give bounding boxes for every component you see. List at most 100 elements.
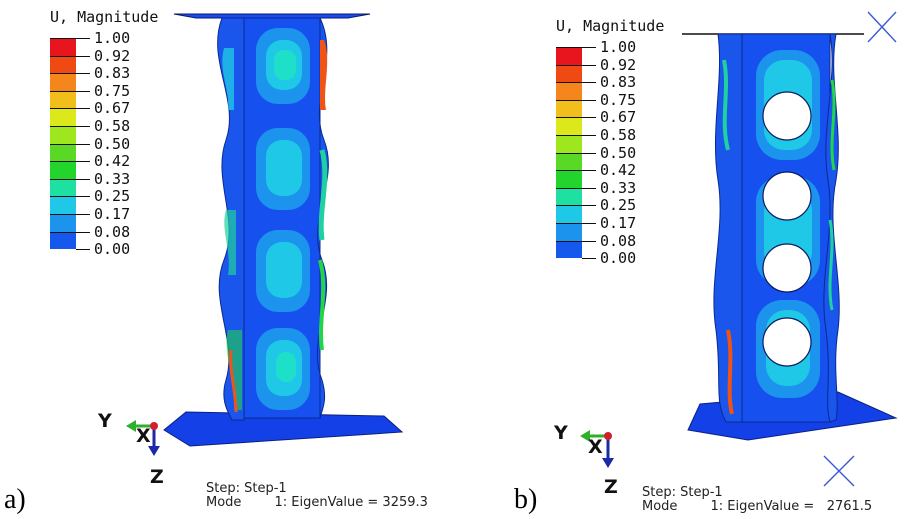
legend-tick	[76, 143, 90, 145]
legend-tick	[76, 126, 90, 127]
legend-tick	[76, 249, 90, 251]
web-holes	[762, 91, 812, 367]
legend-value: 0.42	[600, 161, 637, 180]
legend-title: U, Magnitude	[50, 8, 159, 26]
legend-tick	[582, 240, 596, 242]
legend-value: 0.08	[600, 231, 637, 250]
legend-value: 0.25	[94, 187, 131, 206]
axis-triad	[126, 420, 160, 456]
legend-swatch	[556, 117, 582, 135]
legend-tick	[76, 38, 90, 39]
legend-swatch	[50, 178, 76, 197]
legend-value: 0.92	[600, 55, 637, 74]
legend-tick	[76, 73, 90, 75]
legend-tick	[582, 64, 596, 66]
legend-swatch	[50, 143, 76, 162]
step-line: Step: Step-1	[642, 485, 723, 500]
legend-value: 0.83	[94, 64, 131, 83]
left-flange	[713, 33, 743, 423]
legend-swatch	[50, 90, 76, 109]
legend-swatch	[50, 126, 76, 144]
legend-value: 0.25	[600, 196, 637, 215]
legend-tick	[76, 214, 90, 215]
legend-value: 0.75	[600, 90, 637, 109]
panel-label: a)	[4, 484, 26, 515]
legend-value: 0.17	[94, 205, 131, 223]
legend-tick	[76, 178, 90, 180]
legend-value: 0.50	[600, 143, 637, 162]
legend-tick	[582, 187, 596, 189]
step-line: Step: Step-1	[206, 481, 287, 496]
legend-swatch	[50, 73, 76, 91]
legend-value: 0.83	[600, 73, 637, 92]
legend-value: 0.42	[94, 152, 131, 171]
legend-swatch	[50, 196, 76, 214]
legend-value: 0.00	[600, 249, 637, 268]
legend-tick	[76, 231, 90, 233]
legend-swatch	[50, 108, 76, 126]
legend-swatch	[556, 223, 582, 241]
buckle-half-waves	[256, 28, 310, 410]
legend-tick	[582, 135, 596, 136]
legend-value: 1.00	[94, 29, 131, 47]
legend-swatch	[556, 64, 582, 83]
legend-value: 0.75	[94, 81, 131, 100]
base-plate	[163, 411, 404, 447]
legend-swatch	[50, 38, 76, 56]
top-plate	[173, 13, 371, 19]
legend-value: 0.92	[94, 46, 131, 65]
legend-tick	[76, 108, 90, 110]
column-model	[126, 13, 404, 456]
axis-label-x: X	[136, 425, 151, 447]
legend-tick	[76, 90, 90, 92]
axis-label-y: Y	[98, 410, 112, 432]
legend-value: 0.50	[94, 134, 131, 153]
legend-tick	[582, 223, 596, 224]
legend-swatch	[556, 240, 582, 259]
axis-label-z: Z	[150, 466, 164, 488]
legend-swatch	[50, 214, 76, 232]
panel-label: b)	[514, 484, 538, 515]
legend-swatch	[556, 47, 582, 65]
legend-value: 0.58	[600, 126, 637, 144]
legend-value: 0.00	[94, 240, 131, 259]
legend-tick	[76, 161, 90, 163]
legend-swatch	[556, 82, 582, 100]
panel-a: U, Magnitude 1.00 0.92 0.83 0.75 0.67 0.58 0.5…	[4, 8, 428, 515]
legend-swatch	[556, 205, 582, 223]
legend-swatch	[50, 55, 76, 74]
legend-value: 0.33	[94, 169, 131, 188]
column-model	[580, 11, 898, 487]
mode-line: Mode 1: EigenValue = 3259.3	[206, 495, 428, 510]
legend-swatch	[556, 152, 582, 171]
legend-value: 0.17	[600, 214, 637, 232]
legend-swatch	[556, 135, 582, 153]
load-marker-bottom	[823, 455, 855, 487]
legend-tick	[76, 196, 90, 198]
legend-tick	[582, 258, 596, 260]
legend-swatch	[556, 170, 582, 188]
load-marker-top	[867, 11, 897, 43]
axis-label-y: Y	[554, 422, 568, 444]
legend-swatch	[556, 187, 582, 206]
legend-swatch	[556, 99, 582, 118]
legend-tick	[582, 170, 596, 172]
legend-value: 0.08	[94, 222, 131, 241]
legend-swatch	[50, 161, 76, 179]
axis-label-x: X	[588, 436, 603, 458]
legend-tick	[582, 99, 596, 101]
legend-value: 0.67	[94, 99, 131, 118]
legend-title: U, Magnitude	[556, 17, 665, 35]
legend-tick	[582, 82, 596, 84]
legend-value: 0.58	[94, 117, 131, 135]
legend-value: 1.00	[600, 38, 637, 56]
legend-tick	[582, 205, 596, 207]
mode-line: Mode 1: EigenValue = 2761.5	[642, 499, 873, 514]
legend-tick	[76, 55, 90, 57]
legend-value: 0.33	[600, 178, 637, 197]
panel-b: U, Magnitude 1.00 0.92 0.83 0.75 0.67 0.58 0.5…	[452, 0, 904, 519]
axis-triad	[580, 430, 614, 468]
legend-value: 0.67	[600, 108, 637, 127]
legend-tick	[582, 117, 596, 119]
legend-tick	[582, 47, 596, 48]
